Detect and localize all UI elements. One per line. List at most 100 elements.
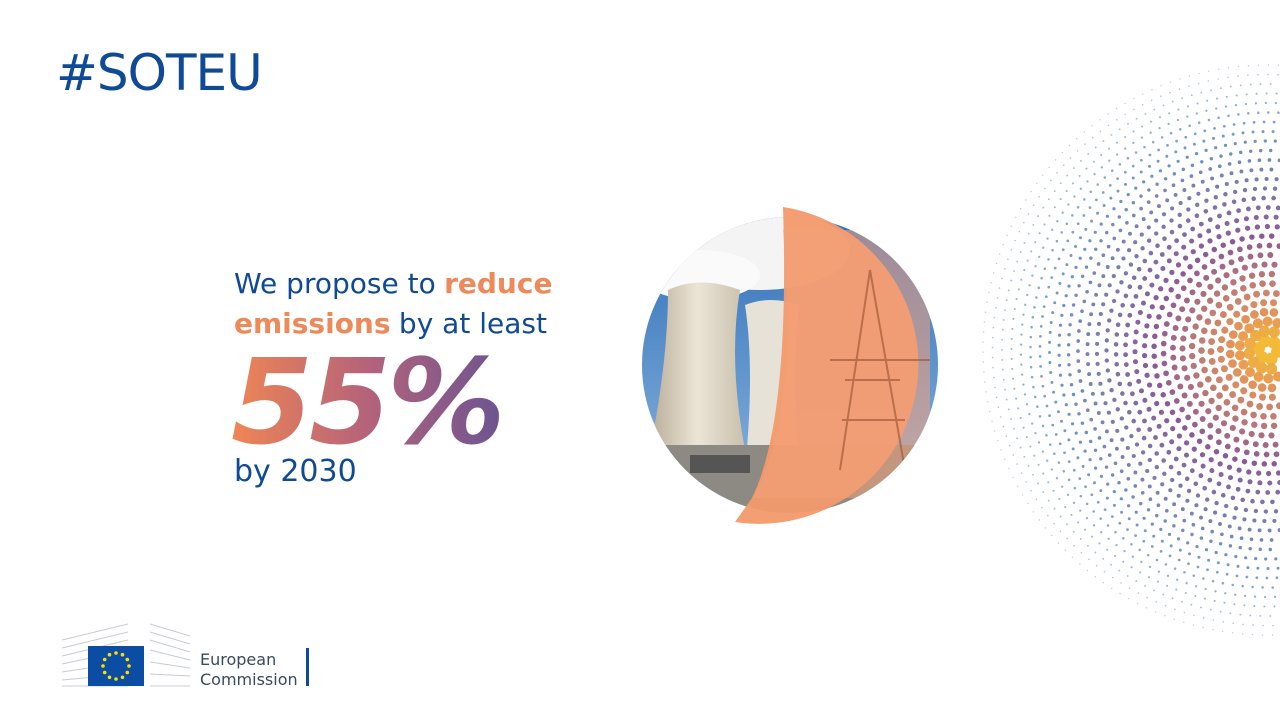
dot xyxy=(1273,605,1276,608)
dot xyxy=(1205,408,1212,415)
dot xyxy=(1072,468,1076,472)
dot xyxy=(1179,78,1181,80)
dot xyxy=(999,253,1001,255)
dot xyxy=(1146,508,1151,512)
dot xyxy=(1248,430,1255,437)
dot xyxy=(1224,443,1231,450)
dot xyxy=(1066,174,1069,177)
dot xyxy=(1008,444,1011,447)
dot xyxy=(997,406,1000,409)
dot xyxy=(1051,423,1055,427)
dot xyxy=(1155,558,1159,562)
dot xyxy=(1155,243,1160,248)
star xyxy=(107,652,112,657)
dot xyxy=(1164,418,1170,424)
dot xyxy=(1263,139,1267,143)
dot xyxy=(1267,336,1280,350)
dot xyxy=(1021,373,1024,376)
dot xyxy=(1139,206,1143,211)
dot xyxy=(1225,230,1231,236)
dot xyxy=(1159,550,1163,553)
dot xyxy=(1154,451,1159,456)
dot xyxy=(1239,375,1249,384)
dot xyxy=(1040,375,1043,378)
dot xyxy=(1022,313,1025,316)
dot xyxy=(1232,622,1235,625)
dot xyxy=(1052,489,1055,492)
dot xyxy=(1229,238,1236,245)
dot xyxy=(1126,462,1131,467)
dot xyxy=(1032,511,1035,513)
dot xyxy=(1023,269,1026,272)
dot xyxy=(1209,258,1216,265)
dot xyxy=(1126,156,1130,160)
dot xyxy=(1268,547,1273,552)
dot xyxy=(1036,182,1038,185)
dot xyxy=(1049,321,1053,324)
dot xyxy=(1064,294,1068,298)
dot xyxy=(1043,223,1046,226)
dot xyxy=(1243,439,1249,446)
dot xyxy=(1011,367,1014,370)
dot xyxy=(1118,163,1122,166)
dot xyxy=(1198,337,1206,344)
dot xyxy=(1135,523,1139,527)
dot xyxy=(1223,398,1231,406)
dot xyxy=(1231,132,1235,136)
dot xyxy=(1046,237,1049,240)
dot xyxy=(1060,231,1063,234)
dot xyxy=(992,272,995,274)
dot xyxy=(994,306,997,309)
dot xyxy=(1154,464,1159,470)
dot xyxy=(1181,97,1184,100)
dot xyxy=(1222,620,1225,623)
dot xyxy=(1253,595,1257,598)
dot xyxy=(1251,130,1255,134)
dot xyxy=(1033,395,1037,399)
dot xyxy=(1146,200,1151,204)
dot xyxy=(1189,352,1196,360)
dot xyxy=(1177,383,1184,390)
dot xyxy=(1204,587,1207,591)
dot xyxy=(1073,195,1076,198)
dot xyxy=(1004,458,1006,460)
dot xyxy=(982,351,984,353)
dot xyxy=(1094,146,1097,149)
dot xyxy=(1024,303,1027,306)
dot xyxy=(1260,499,1265,505)
dot xyxy=(1229,152,1233,156)
dot xyxy=(1177,108,1180,111)
dot xyxy=(1111,587,1113,589)
dot xyxy=(1170,354,1177,361)
dot xyxy=(1119,416,1124,421)
dot xyxy=(1250,411,1257,419)
dot xyxy=(1092,510,1095,513)
dot xyxy=(1219,263,1226,270)
dot xyxy=(1253,605,1256,608)
dot xyxy=(1087,372,1092,377)
dot xyxy=(1243,140,1247,144)
star xyxy=(120,652,125,657)
dot xyxy=(1258,547,1263,552)
dot xyxy=(1271,130,1275,134)
dot xyxy=(1249,614,1252,617)
dot xyxy=(1042,491,1045,494)
dot xyxy=(1162,593,1165,596)
dot xyxy=(1050,380,1054,384)
dot xyxy=(1062,393,1066,397)
logo-bar xyxy=(306,648,309,686)
dot xyxy=(1258,432,1265,439)
dot xyxy=(1168,554,1172,558)
dot xyxy=(1100,531,1103,534)
dot xyxy=(1103,176,1107,179)
dot xyxy=(1147,443,1153,449)
dot xyxy=(1059,530,1062,533)
dot xyxy=(1216,481,1222,487)
dot xyxy=(1017,407,1020,410)
dot xyxy=(1164,563,1168,566)
dot xyxy=(1218,542,1223,546)
dot xyxy=(1043,187,1046,190)
dot xyxy=(1270,412,1277,420)
dot xyxy=(1141,103,1144,106)
dot xyxy=(1179,306,1186,313)
